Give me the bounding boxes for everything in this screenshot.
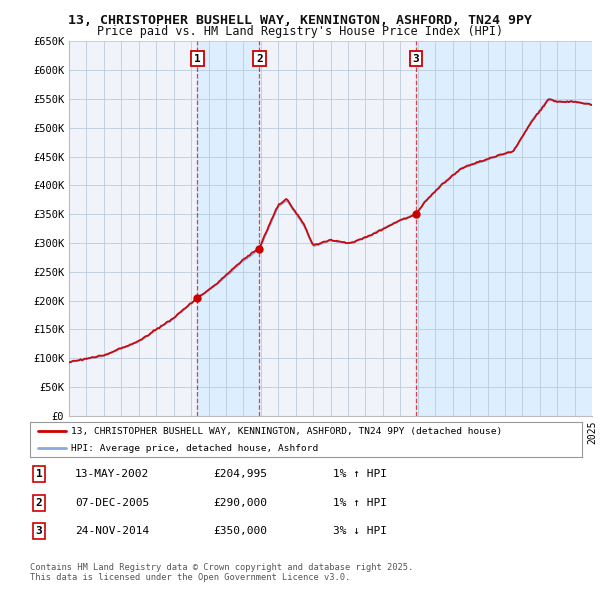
Text: 1% ↑ HPI: 1% ↑ HPI <box>333 498 387 507</box>
Text: 1: 1 <box>35 470 43 479</box>
Text: HPI: Average price, detached house, Ashford: HPI: Average price, detached house, Ashf… <box>71 444 319 453</box>
Text: 2: 2 <box>35 498 43 507</box>
Text: 3: 3 <box>413 54 419 64</box>
Text: 3% ↓ HPI: 3% ↓ HPI <box>333 526 387 536</box>
Text: 1% ↑ HPI: 1% ↑ HPI <box>333 470 387 479</box>
Text: 1: 1 <box>194 54 201 64</box>
Text: 13, CHRISTOPHER BUSHELL WAY, KENNINGTON, ASHFORD, TN24 9PY (detached house): 13, CHRISTOPHER BUSHELL WAY, KENNINGTON,… <box>71 427 503 435</box>
Text: £350,000: £350,000 <box>213 526 267 536</box>
Text: £290,000: £290,000 <box>213 498 267 507</box>
Bar <box>197 41 259 416</box>
Text: 3: 3 <box>35 526 43 536</box>
Bar <box>416 41 592 416</box>
Text: Contains HM Land Registry data © Crown copyright and database right 2025.
This d: Contains HM Land Registry data © Crown c… <box>30 563 413 582</box>
Text: 07-DEC-2005: 07-DEC-2005 <box>75 498 149 507</box>
Text: 2: 2 <box>256 54 263 64</box>
Text: £204,995: £204,995 <box>213 470 267 479</box>
Text: 13, CHRISTOPHER BUSHELL WAY, KENNINGTON, ASHFORD, TN24 9PY: 13, CHRISTOPHER BUSHELL WAY, KENNINGTON,… <box>68 14 532 27</box>
Text: Price paid vs. HM Land Registry's House Price Index (HPI): Price paid vs. HM Land Registry's House … <box>97 25 503 38</box>
Text: 13-MAY-2002: 13-MAY-2002 <box>75 470 149 479</box>
Text: 24-NOV-2014: 24-NOV-2014 <box>75 526 149 536</box>
